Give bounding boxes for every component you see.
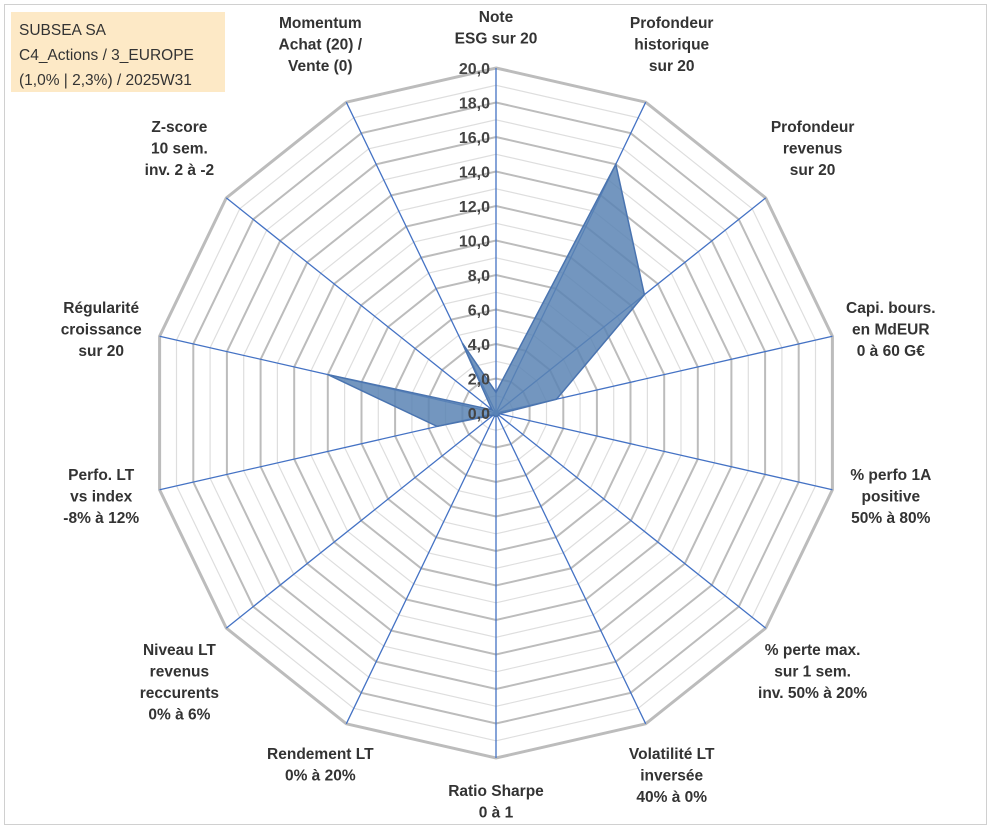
axis-label-line: 0 à 1 bbox=[479, 805, 514, 822]
info-box: SUBSEA SA C4_Actions / 3_EUROPE (1,0% | … bbox=[11, 12, 225, 92]
axis-label-line: positive bbox=[862, 488, 921, 505]
axis-label: Niveau LT revenus reccurents 0% à 6% bbox=[140, 642, 219, 724]
axis-label-line: vs index bbox=[70, 488, 132, 505]
axis-label-line: Volatilité LT bbox=[629, 746, 715, 763]
axis-label: Capi. bours. en MdEUR 0 à 60 G€ bbox=[846, 300, 936, 360]
axis-label-line: % perfo 1A bbox=[850, 467, 931, 484]
axis-label-line: Vente (0) bbox=[288, 58, 353, 75]
axis-spoke bbox=[495, 412, 647, 725]
axis-label-line: reccurents bbox=[140, 685, 219, 702]
radial-tick-label: 2,0 bbox=[468, 372, 490, 389]
radial-tick-label: 18,0 bbox=[459, 96, 490, 113]
radial-tick-label: 12,0 bbox=[459, 199, 490, 216]
info-box-category: C4_Actions / 3_EUROPE bbox=[19, 47, 194, 64]
axis-label: Note ESG sur 20 bbox=[455, 9, 538, 48]
axis-spoke bbox=[345, 412, 497, 725]
axis-label-line: 10 sem. bbox=[151, 141, 208, 158]
axis-spoke bbox=[495, 412, 833, 491]
axis-label: Z-score 10 sem. inv. 2 à -2 bbox=[145, 119, 215, 179]
axis-label: Rendement LT 0% à 20% bbox=[267, 746, 374, 785]
axis-label-line: revenus bbox=[150, 663, 209, 680]
axis-label: Ratio Sharpe 0 à 1 bbox=[448, 783, 544, 822]
axis-label: Momentum Achat (20) / Vente (0) bbox=[279, 15, 363, 75]
axis-label: % perte max. sur 1 sem. inv. 50% à 20% bbox=[758, 642, 867, 702]
axis-label-line: % perte max. bbox=[765, 642, 861, 659]
axis-label-line: Note bbox=[479, 9, 514, 26]
radial-tick-label: 4,0 bbox=[468, 337, 490, 354]
axis-label: % perfo 1A positive 50% à 80% bbox=[850, 467, 931, 527]
axis-spoke bbox=[225, 412, 497, 629]
axis-label-line: -8% à 12% bbox=[63, 510, 139, 527]
axis-label-line: sur 20 bbox=[649, 58, 695, 75]
axis-label-line: 0% à 6% bbox=[148, 706, 210, 723]
axis-label-line: inversée bbox=[640, 767, 703, 784]
axis-label: Profondeur revenus sur 20 bbox=[771, 119, 855, 179]
info-box-stats: (1,0% | 2,3%) / 2025W31 bbox=[19, 72, 192, 89]
axis-label-line: Momentum bbox=[279, 15, 362, 32]
axis-label-line: sur 20 bbox=[78, 343, 124, 360]
axis-spoke bbox=[495, 412, 767, 629]
radial-tick-label: 14,0 bbox=[459, 165, 490, 182]
axis-label-line: Achat (20) / bbox=[279, 37, 363, 54]
axis-label: Régularité croissance sur 20 bbox=[61, 300, 142, 360]
axis-label-line: inv. 2 à -2 bbox=[145, 162, 215, 179]
axis-label-line: Z-score bbox=[151, 119, 207, 136]
radial-tick-label: 6,0 bbox=[468, 303, 490, 320]
axis-label-line: 40% à 0% bbox=[636, 789, 707, 806]
axis-label: Perfo. LT vs index -8% à 12% bbox=[63, 467, 139, 527]
axis-label: Profondeur historique sur 20 bbox=[630, 15, 714, 75]
axis-label-line: Profondeur bbox=[771, 119, 855, 136]
axis-label-line: sur 20 bbox=[790, 162, 836, 179]
axis-spoke bbox=[225, 197, 497, 414]
axis-label-line: 0% à 20% bbox=[285, 767, 356, 784]
axis-label-line: historique bbox=[634, 37, 709, 54]
axis-label-line: inv. 50% à 20% bbox=[758, 685, 867, 702]
axis-label: Volatilité LT inversée 40% à 0% bbox=[629, 746, 715, 806]
axis-label-line: 50% à 80% bbox=[851, 510, 930, 527]
axis-label-line: Régularité bbox=[63, 300, 139, 317]
radial-tick-label: 8,0 bbox=[468, 268, 490, 285]
radial-tick-label: 10,0 bbox=[459, 234, 490, 251]
radial-tick-label: 16,0 bbox=[459, 130, 490, 147]
axis-label-line: Capi. bours. bbox=[846, 300, 936, 317]
axis-label-line: ESG sur 20 bbox=[455, 31, 538, 48]
axis-label-line: Ratio Sharpe bbox=[448, 783, 544, 800]
axis-label-line: Perfo. LT bbox=[68, 467, 135, 484]
axis-label-line: Profondeur bbox=[630, 15, 714, 32]
radial-tick-label: 0,0 bbox=[468, 406, 490, 423]
axis-label-line: croissance bbox=[61, 322, 142, 339]
info-box-title: SUBSEA SA bbox=[19, 22, 107, 39]
axis-label-line: sur 1 sem. bbox=[774, 663, 851, 680]
axis-label-line: en MdEUR bbox=[852, 322, 930, 339]
axis-label-line: 0 à 60 G€ bbox=[857, 343, 925, 360]
axis-label-line: Niveau LT bbox=[143, 642, 216, 659]
axis-label-line: Rendement LT bbox=[267, 746, 374, 763]
axis-label-line: revenus bbox=[783, 141, 842, 158]
radial-tick-label: 20,0 bbox=[459, 61, 490, 78]
